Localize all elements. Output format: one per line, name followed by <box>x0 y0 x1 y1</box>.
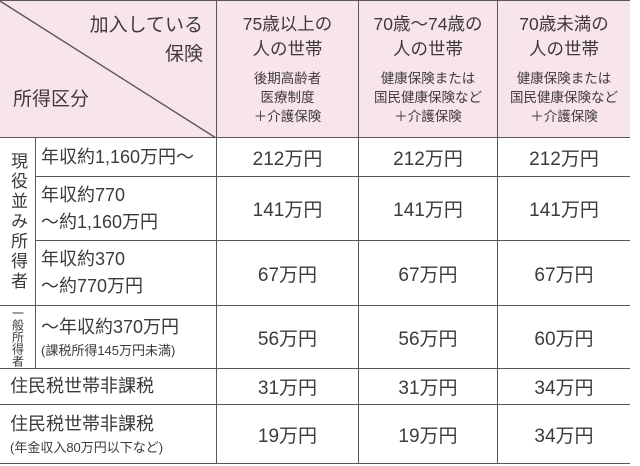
row-label-line2: ～約770万円 <box>41 276 144 296</box>
column-subtitle-line1: 後期高齢者 <box>253 70 322 86</box>
corner-bottom-label: 所得区分 <box>13 89 90 110</box>
row-label-resident-tax-exempt: 住民税世帯非課税 <box>0 369 216 405</box>
table-cell: 212万円 <box>358 138 497 177</box>
row-label-line1: 年収約1,160万円～ <box>41 146 195 167</box>
column-title-line1: 70歳未満の <box>519 14 609 34</box>
column-subtitle-line3: ＋介護保険 <box>530 108 598 124</box>
column-title-line1: 75歳以上の <box>242 14 333 34</box>
table-cell: 212万円 <box>216 138 358 177</box>
row-label-line1: 住民税世帯非課税 <box>10 376 154 396</box>
header-corner-cell: 加入している 保険 所得区分 <box>0 1 216 138</box>
column-title: 70歳～74歳の 人の世帯 <box>374 12 483 63</box>
table-cell: 141万円 <box>358 177 497 241</box>
column-title: 70歳未満の 人の世帯 <box>519 12 608 63</box>
row-group-general-income-earners: 一般所得者 <box>0 306 36 369</box>
row-label-line1: ～年収約370万円 <box>41 316 180 337</box>
table-cell: 19万円 <box>358 405 497 464</box>
column-title: 75歳以上の 人の世帯 <box>243 12 332 63</box>
corner-top-line2: 保険 <box>164 44 203 66</box>
column-title-line2: 人の世帯 <box>529 39 599 60</box>
row-label-note: (年金収入80万円以下など) <box>10 439 164 455</box>
column-subtitle-line1: 健康保険または <box>516 70 612 86</box>
row-label-line2: ～約1,160万円 <box>41 211 159 232</box>
column-subtitle-line3: ＋介護保険 <box>253 108 322 124</box>
row-label-line1: 年収約370 <box>41 249 126 269</box>
column-header-70-74: 70歳～74歳の 人の世帯 健康保険または 国民健康保険など ＋介護保険 <box>358 1 497 138</box>
table-cell: 60万円 <box>497 306 630 369</box>
row-label-note: (課税所得145万円未満) <box>41 342 176 358</box>
row-label-income-770-1160: 年収約770 ～約1,160万円 <box>36 177 216 241</box>
table-cell: 56万円 <box>358 306 497 369</box>
row-label-line1: 住民税世帯非課税 <box>10 413 154 434</box>
row-label-income-under-370: ～年収約370万円 (課税所得145万円未満) <box>36 306 216 369</box>
column-header-75-plus: 75歳以上の 人の世帯 後期高齢者 医療制度 ＋介護保険 <box>216 1 358 138</box>
table-cell: 67万円 <box>216 241 358 306</box>
column-title-line1: 70歳～74歳の <box>373 14 483 34</box>
table-cell: 141万円 <box>497 177 630 241</box>
column-header-under-70: 70歳未満の 人の世帯 健康保険または 国民健康保険など ＋介護保険 <box>497 1 630 138</box>
column-subtitle-line2: 国民健康保険など <box>510 89 618 105</box>
table-cell: 212万円 <box>497 138 630 177</box>
column-subtitle: 健康保険または 国民健康保険など ＋介護保険 <box>374 70 482 127</box>
row-label-line1: 年収約770 <box>41 184 126 205</box>
column-subtitle-line2: 国民健康保険など <box>374 89 482 105</box>
row-group-label: 現役並み所得者 <box>8 151 27 292</box>
column-subtitle: 健康保険または 国民健康保険など ＋介護保険 <box>510 70 618 127</box>
column-subtitle: 後期高齢者 医療制度 ＋介護保険 <box>254 70 322 127</box>
row-label-resident-tax-exempt-pension: 住民税世帯非課税 (年金収入80万円以下など) <box>0 405 216 464</box>
table-cell: 19万円 <box>216 405 358 464</box>
table-cell: 34万円 <box>497 369 630 405</box>
row-group-label: 一般所得者 <box>10 307 25 367</box>
table-cell: 31万円 <box>216 369 358 405</box>
column-subtitle-line3: ＋介護保険 <box>394 108 462 124</box>
column-subtitle-line2: 医療制度 <box>260 89 315 105</box>
column-subtitle-line1: 健康保険または <box>380 70 476 86</box>
row-label-income-370-770: 年収約370 ～約770万円 <box>36 241 216 306</box>
table-cell: 31万円 <box>358 369 497 405</box>
table-cell: 141万円 <box>216 177 358 241</box>
column-title-line2: 人の世帯 <box>252 39 323 60</box>
diagonal-divider-line <box>0 1 216 137</box>
table-cell: 67万円 <box>358 241 497 306</box>
table-cell: 56万円 <box>216 306 358 369</box>
table-cell: 67万円 <box>497 241 630 306</box>
row-group-active-income-earners: 現役並み所得者 <box>0 138 36 306</box>
column-title-line2: 人の世帯 <box>393 39 463 60</box>
table-cell: 34万円 <box>497 405 630 464</box>
row-label-income-over-1160: 年収約1,160万円～ <box>36 138 216 177</box>
corner-top-label: 加入している 保険 <box>90 11 203 70</box>
corner-top-line1: 加入している <box>89 15 203 36</box>
